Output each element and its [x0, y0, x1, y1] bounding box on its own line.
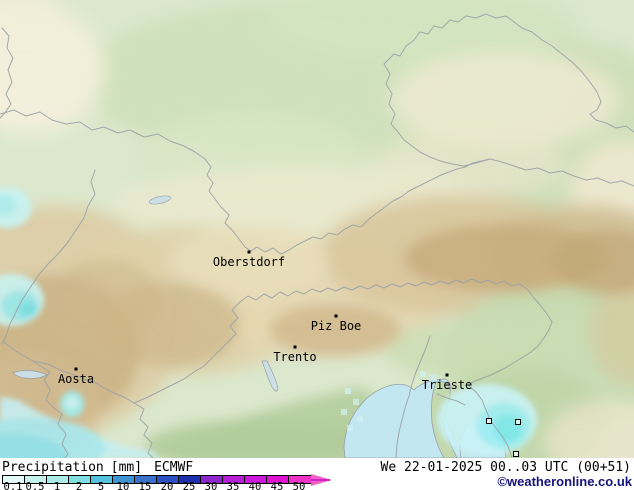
country-borders	[0, 13, 634, 458]
city-layer: Oberstdorf Piz Boe Trento Aosta Trieste	[58, 250, 521, 457]
scale-segment	[69, 476, 91, 483]
scale-segment	[289, 476, 311, 483]
station-marker	[513, 451, 519, 457]
city-marker-trieste: Trieste	[422, 373, 473, 392]
valid-time-label: We 22-01-2025 00..03 UTC (00+51)	[380, 460, 631, 475]
city-dot	[293, 345, 297, 349]
lakes-layer	[12, 195, 279, 392]
scale-overflow-arrow	[311, 474, 332, 486]
city-label: Trieste	[422, 378, 473, 392]
scale-segment	[113, 476, 135, 483]
city-marker-aosta: Aosta	[58, 367, 94, 386]
station-marker	[515, 419, 521, 425]
copyright-link[interactable]: ©weatheronline.co.uk	[497, 474, 632, 489]
city-dot	[445, 373, 449, 377]
city-dot	[247, 250, 251, 254]
scale-segment	[223, 476, 245, 483]
scale-segment	[47, 476, 69, 483]
city-marker-piz-boe: Piz Boe	[311, 314, 362, 333]
scale-segment	[135, 476, 157, 483]
model-label: ECMWF	[154, 460, 194, 475]
scale-segment	[179, 476, 201, 483]
legend-bar: Precipitation [mm] ECMWF 0.1 0.5 1 2 5 10 15 20 25…	[0, 458, 634, 490]
city-label: Oberstdorf	[213, 255, 285, 269]
scale-segment	[157, 476, 179, 483]
lake-constance	[148, 195, 172, 205]
legend-title: Precipitation [mm] ECMWF	[2, 460, 193, 475]
scale-segment	[201, 476, 223, 483]
scale-segment	[267, 476, 289, 483]
light-precip-pixels	[341, 371, 437, 431]
lake-geneva	[12, 370, 48, 379]
city-label: Aosta	[58, 372, 94, 386]
station-marker	[486, 418, 492, 424]
unit-label: [mm]	[110, 460, 143, 475]
scale-segment	[3, 476, 25, 483]
city-dot	[74, 367, 78, 371]
terrain-layer	[0, 0, 634, 458]
scale-segment	[245, 476, 267, 483]
scale-segment	[25, 476, 47, 483]
city-marker-oberstdorf: Oberstdorf	[213, 250, 285, 269]
scale-segment	[91, 476, 113, 483]
city-dot	[334, 314, 338, 318]
map-canvas: Oberstdorf Piz Boe Trento Aosta Trieste	[0, 0, 634, 458]
precipitation-color-scale	[2, 475, 312, 484]
precipitation-map: Oberstdorf Piz Boe Trento Aosta Trieste	[0, 0, 634, 458]
city-marker-trento: Trento	[273, 345, 317, 364]
lake-garda	[261, 360, 279, 392]
city-label: Piz Boe	[311, 319, 362, 333]
city-label: Trento	[273, 350, 316, 364]
parameter-label: Precipitation	[2, 460, 104, 475]
